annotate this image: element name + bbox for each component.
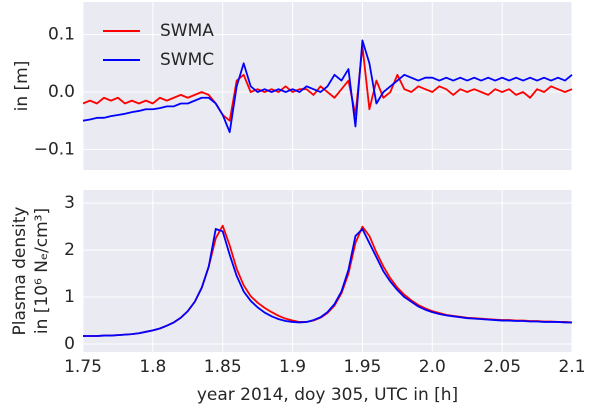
y-tick-label: −0.1 (34, 139, 75, 159)
x-tick-label: 1.95 (343, 357, 381, 377)
y-tick-label: 0.0 (48, 82, 75, 102)
y-tick-label: 0 (64, 334, 75, 354)
line-series (82, 39, 573, 134)
line-series (82, 45, 573, 122)
x-tick-label: 2.0 (419, 357, 446, 377)
legend-label: SWMC (160, 50, 214, 70)
x-tick-label: 1.8 (139, 357, 166, 377)
y-axis-label: Plasma density (10, 207, 30, 336)
x-tick-label: 2.1 (558, 357, 585, 377)
y-tick-label: 3 (64, 193, 75, 213)
y-axis-label: in [10⁶ Nₑ/cm³] (32, 208, 52, 334)
y-tick-label: 1 (64, 287, 75, 307)
y-axis-label: in [m] (12, 61, 32, 112)
x-tick-label: 1.9 (279, 357, 306, 377)
y-tick-label: 0.1 (48, 25, 75, 45)
plot-area (83, 190, 572, 352)
series-group (83, 224, 573, 337)
x-axis-label: year 2014, doy 305, UTC in [h] (197, 385, 458, 405)
x-tick-label: 1.75 (64, 357, 102, 377)
legend-label: SWMA (160, 21, 214, 41)
series-group (82, 39, 573, 134)
x-tick-label: 1.85 (204, 357, 242, 377)
line-series (83, 228, 572, 337)
y-tick-label: 2 (64, 240, 75, 260)
x-tick-label: 2.05 (483, 357, 521, 377)
